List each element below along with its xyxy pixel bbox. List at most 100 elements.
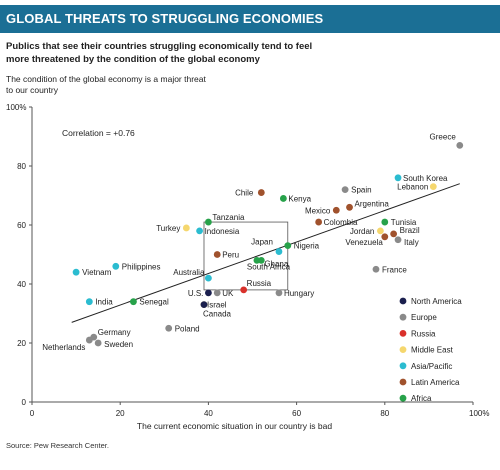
y-tick-label: 80	[17, 162, 26, 171]
point-canada	[200, 301, 208, 309]
point-vietnam	[72, 268, 80, 276]
label-mexico: Mexico	[305, 206, 331, 215]
legend-swatch-russia	[399, 330, 407, 337]
point-venezuela	[381, 233, 389, 241]
label-nigeria: Nigeria	[294, 242, 320, 251]
point-senegal	[130, 298, 137, 306]
label-u-s: U.S.	[188, 289, 204, 298]
legend-label-africa: Africa	[411, 394, 432, 403]
point-hungary	[275, 289, 283, 297]
y-tick-label: 40	[17, 280, 26, 289]
point-peru	[213, 251, 221, 258]
label-tanzania: Tanzania	[212, 213, 245, 222]
label-india: India	[95, 298, 113, 307]
x-tick-label: 40	[204, 409, 213, 418]
legend-swatch-latin-america	[399, 378, 407, 386]
y-tick-label: 20	[17, 339, 26, 348]
point-sweden	[94, 339, 102, 347]
point-spain	[341, 186, 349, 194]
label-italy: Italy	[404, 238, 419, 247]
y-axis-top-label: 100%	[6, 103, 27, 112]
label-japan: Japan	[251, 238, 273, 247]
point-mexico	[332, 206, 340, 214]
chart-subtitle: Publics that see their countries struggl…	[6, 41, 313, 65]
label-ghana: Ghana	[264, 259, 289, 268]
label-uk: UK	[222, 289, 234, 298]
label-lebanon: Lebanon	[397, 183, 428, 192]
label-spain: Spain	[351, 186, 371, 195]
legend-swatch-middle-east	[399, 346, 407, 353]
label-south-africa: South Africa	[247, 262, 291, 271]
point-france	[372, 265, 380, 273]
trend-line	[71, 183, 460, 323]
point-colombia	[315, 218, 323, 226]
point-tunisia	[381, 218, 389, 226]
label-kenya: Kenya	[288, 194, 311, 203]
label-philippines: Philippines	[122, 262, 161, 271]
point-netherlands	[85, 336, 93, 344]
label-germany: Germany	[98, 328, 131, 337]
point-italy	[394, 236, 402, 244]
label-tunisia: Tunisia	[391, 218, 417, 227]
x-tick-label: 0	[30, 409, 35, 418]
legend-label-russia: Russia	[411, 329, 436, 338]
source-note: Source: Pew Research Center.	[6, 441, 109, 450]
label-sweden: Sweden	[104, 340, 133, 349]
legend-label-north-america: North America	[411, 297, 462, 306]
correlation-annotation: Correlation = +0.76	[62, 128, 135, 138]
point-tanzania	[205, 218, 212, 226]
legend-swatch-asia-pacific	[399, 362, 407, 370]
label-colombia: Colombia	[324, 218, 358, 227]
label-canada: Canada	[203, 310, 232, 319]
point-brazil	[390, 230, 398, 238]
y-axis-title: The condition of the global economy is a…	[6, 74, 206, 95]
label-greece: Greece	[430, 132, 457, 141]
label-turkey: Turkey	[156, 224, 180, 233]
label-vietnam: Vietnam	[82, 268, 112, 277]
point-south-korea	[394, 174, 402, 182]
legend-label-latin-america: Latin America	[411, 378, 460, 387]
label-senegal: Senegal	[139, 298, 169, 307]
label-netherlands: Netherlands	[42, 343, 85, 352]
point-nigeria	[284, 242, 292, 250]
point-india	[85, 298, 93, 306]
label-argentina: Argentina	[355, 199, 390, 208]
legend-label-europe: Europe	[411, 313, 437, 322]
label-france: France	[382, 265, 407, 274]
point-indonesia	[196, 227, 203, 235]
legend-label-asia-pacific: Asia/Pacific	[411, 362, 452, 371]
x-tick-label: 100%	[469, 409, 489, 418]
point-russia	[240, 286, 248, 294]
legend-swatch-africa	[399, 394, 407, 402]
label-jordan: Jordan	[350, 227, 374, 236]
legend-swatch-north-america	[399, 297, 407, 305]
point-uk	[213, 289, 221, 297]
label-south-korea: South Korea	[403, 174, 448, 183]
point-poland	[165, 324, 173, 332]
label-hungary: Hungary	[284, 289, 314, 298]
label-peru: Peru	[222, 251, 239, 260]
x-tick-label: 60	[292, 409, 301, 418]
point-u-s	[205, 289, 212, 297]
title-banner: GLOBAL THREATS TO STRUGGLING ECONOMIES	[0, 5, 500, 33]
label-israel: Israel	[207, 301, 227, 310]
point-chile	[257, 189, 265, 196]
label-australia: Australia	[173, 268, 205, 277]
legend-swatch-europe	[399, 313, 407, 321]
point-argentina	[346, 203, 353, 211]
x-tick-label: 20	[116, 409, 125, 418]
point-japan	[275, 248, 283, 255]
point-kenya	[279, 195, 287, 202]
point-south-africa	[253, 257, 261, 264]
x-axis-title: The current economic situation in our co…	[137, 421, 332, 431]
label-russia: Russia	[247, 279, 272, 288]
x-tick-label: 80	[380, 409, 389, 418]
label-chile: Chile	[235, 189, 254, 198]
chart-title: GLOBAL THREATS TO STRUGGLING ECONOMIES	[6, 11, 324, 26]
point-lebanon	[429, 183, 437, 191]
label-brazil: Brazil	[400, 226, 420, 235]
y-tick-label: 60	[17, 221, 26, 230]
point-australia	[205, 274, 212, 282]
point-jordan	[376, 227, 384, 235]
